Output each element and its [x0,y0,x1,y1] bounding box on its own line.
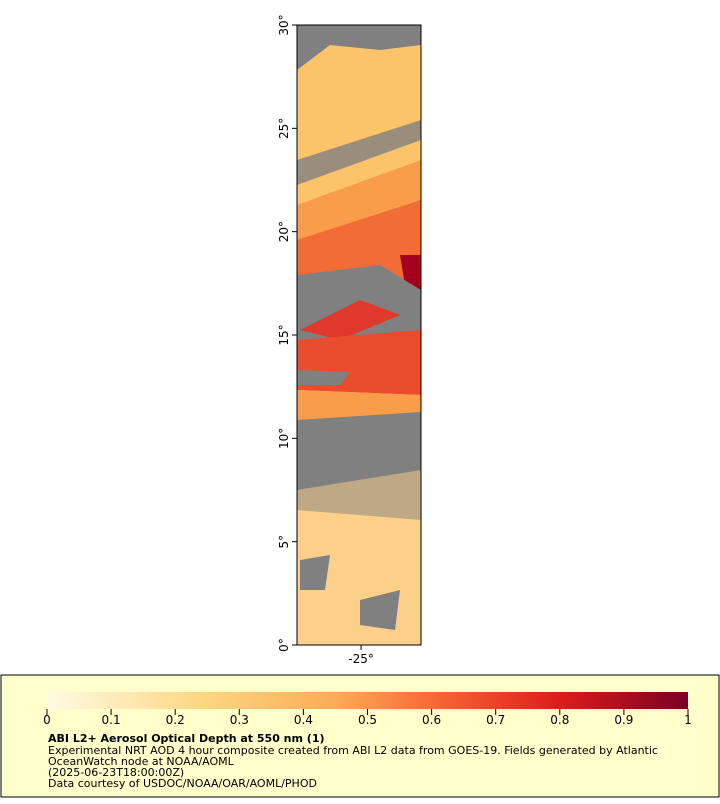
y-tick-label: 25° [277,118,291,139]
colorbar-tick-label: 0.4 [294,713,313,727]
map-raster [297,25,421,645]
y-tick-label: 10° [277,428,291,449]
description: OceanWatch node at NOAA/AOML [48,755,235,768]
description: Data courtesy of USDOC/NOAA/OAR/AOML/PHO… [48,777,317,790]
y-tick-label: 20° [277,221,291,242]
colorbar-tick-label: 0 [43,713,51,727]
title: ABI L2+ Aerosol Optical Depth at 550 nm … [48,732,325,745]
y-tick-label: 0° [277,638,291,652]
colorbar-tick-label: 0.3 [230,713,249,727]
colorbar-tick-label: 1 [684,713,692,727]
colorbar-tick-label: 0.1 [102,713,121,727]
y-tick-label: 5° [277,535,291,549]
colorbar [47,692,688,709]
y-tick-label: 30° [277,14,291,35]
description: Experimental NRT AOD 4 hour composite cr… [48,744,658,757]
colorbar-tick-label: 0.5 [358,713,377,727]
colorbar-tick-label: 0.2 [166,713,185,727]
y-tick-label: 15° [277,324,291,345]
description: (2025-06-23T18:00:00Z) [48,766,184,779]
colorbar-tick-label: 0.6 [422,713,441,727]
colorbar-tick-label: 0.8 [550,713,569,727]
colorbar-tick-label: 0.9 [614,713,633,727]
colorbar-tick-label: 0.7 [486,713,505,727]
x-tick-label: -25° [348,652,374,666]
